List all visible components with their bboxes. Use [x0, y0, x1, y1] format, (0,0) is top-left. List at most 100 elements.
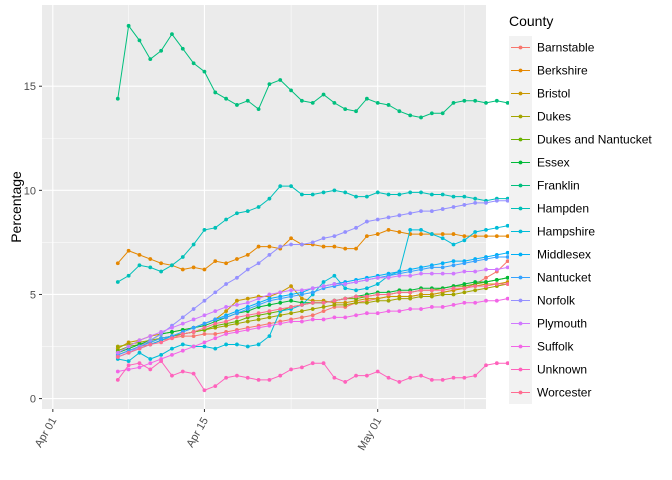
data-point [494, 298, 499, 303]
data-point [213, 259, 218, 264]
data-point [278, 373, 283, 378]
data-point [278, 290, 283, 295]
legend-key-point [518, 321, 523, 326]
legend-label: Bristol [537, 87, 570, 101]
data-point [429, 192, 434, 197]
data-point [245, 253, 250, 257]
data-point [224, 375, 229, 380]
data-point [126, 363, 131, 368]
data-point [267, 309, 272, 314]
data-point [397, 380, 402, 384]
legend-key-point [518, 275, 523, 280]
data-point [343, 315, 348, 320]
legend-label: Hampden [537, 202, 589, 216]
data-point [440, 271, 445, 276]
data-point [440, 292, 445, 297]
data-point [256, 205, 261, 209]
data-point [473, 300, 478, 305]
data-point [256, 244, 261, 249]
data-point [245, 98, 250, 103]
data-point [289, 88, 293, 93]
data-point [440, 111, 445, 116]
data-point [300, 309, 304, 314]
data-point [343, 246, 348, 251]
data-point [180, 315, 185, 320]
legend-label: Unknown [537, 363, 587, 377]
data-point [300, 98, 304, 103]
data-point [159, 48, 164, 53]
data-point [170, 330, 174, 334]
data-point [191, 334, 196, 339]
data-point [354, 109, 358, 114]
data-point [451, 271, 456, 276]
data-point [429, 209, 434, 214]
data-point [235, 373, 239, 378]
data-point [202, 344, 207, 349]
data-point [386, 103, 391, 107]
data-point [386, 309, 391, 314]
data-point [386, 215, 391, 220]
data-point [170, 352, 174, 357]
data-point [224, 332, 229, 336]
data-point [213, 225, 218, 230]
data-point [289, 305, 293, 309]
data-point [408, 211, 413, 216]
data-point [310, 286, 315, 291]
data-point [191, 61, 196, 66]
data-point [462, 194, 467, 199]
data-point [364, 311, 369, 316]
data-point [429, 377, 434, 382]
data-point [126, 367, 131, 372]
data-point [484, 257, 488, 261]
data-point [462, 286, 467, 291]
data-point [115, 355, 120, 359]
data-point [267, 302, 272, 307]
data-point [256, 302, 261, 307]
legend-label: Dukes [537, 110, 571, 124]
data-point [473, 269, 478, 274]
data-point [451, 232, 456, 236]
data-point [364, 219, 369, 224]
data-point [224, 282, 229, 286]
legend-label: Dukes and Nantucket [537, 133, 652, 147]
data-point [115, 344, 120, 349]
data-point [191, 242, 196, 247]
data-point [170, 346, 174, 351]
data-point [278, 296, 283, 301]
data-point [408, 290, 413, 295]
data-point [300, 302, 304, 307]
data-point [170, 373, 174, 378]
data-point [321, 244, 326, 249]
data-point [137, 338, 142, 343]
data-point [494, 225, 499, 230]
data-point [484, 267, 488, 272]
data-point [375, 232, 380, 236]
data-point [148, 257, 153, 261]
data-point [451, 263, 456, 268]
data-point [180, 332, 185, 336]
data-point [494, 277, 499, 282]
data-point [321, 92, 326, 97]
data-point [419, 267, 423, 272]
data-point [332, 375, 337, 380]
data-point [419, 115, 423, 120]
data-point [494, 267, 499, 272]
data-point [180, 46, 185, 51]
legend-label: Norfolk [537, 294, 576, 308]
data-point [473, 373, 478, 378]
data-point [505, 100, 510, 105]
data-point [494, 198, 499, 203]
data-point [354, 288, 358, 293]
data-point [191, 344, 196, 349]
data-point [245, 344, 250, 349]
data-point [256, 296, 261, 301]
data-point [354, 225, 358, 230]
data-point [397, 192, 402, 197]
data-point [235, 257, 239, 261]
data-point [440, 288, 445, 293]
data-point [419, 307, 423, 311]
data-point [267, 253, 272, 257]
data-point [397, 273, 402, 278]
legend-item: Berkshire [509, 59, 588, 82]
data-point [473, 196, 478, 201]
